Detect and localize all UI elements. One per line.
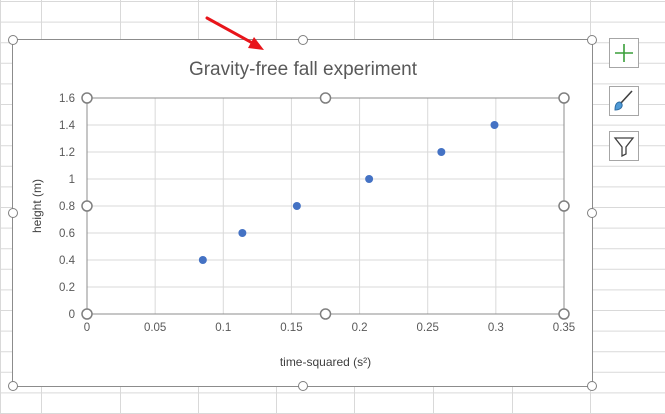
chart-elements-button[interactable] <box>609 38 639 68</box>
x-tick-label: 0.15 <box>280 322 302 334</box>
data-series[interactable] <box>198 121 499 264</box>
plot-resize-handle[interactable] <box>319 308 332 320</box>
plot-resize-handle[interactable] <box>319 92 332 104</box>
data-point[interactable] <box>437 148 446 156</box>
x-tick-label: 0.1 <box>215 322 231 334</box>
y-tick-label: 1 <box>69 174 75 186</box>
resize-handle-top-right[interactable] <box>587 35 597 45</box>
chart-filters-button[interactable] <box>609 131 639 161</box>
y-tick-label: 0 <box>69 309 75 321</box>
x-tick-label: 0.3 <box>488 322 504 334</box>
resize-handle-bottom[interactable] <box>297 381 308 391</box>
plot-resize-handle[interactable] <box>81 200 93 212</box>
y-tick-label: 0.2 <box>59 282 75 294</box>
plus-icon <box>615 44 633 62</box>
chart-styles-button[interactable] <box>609 86 639 116</box>
data-point[interactable] <box>292 202 301 210</box>
plot-resize-handle[interactable] <box>558 92 570 104</box>
data-point[interactable] <box>198 256 207 264</box>
y-tick-label: 1.4 <box>59 120 76 132</box>
y-axis-label[interactable]: height (m) <box>30 179 44 233</box>
data-point[interactable] <box>238 229 247 237</box>
y-tick-label: 0.4 <box>59 255 76 267</box>
resize-handle-left[interactable] <box>8 208 18 218</box>
filter-icon <box>613 137 635 157</box>
y-tick-label: 0.6 <box>59 228 75 240</box>
x-axis-label[interactable]: time-squared (s²) <box>280 355 371 369</box>
y-tick-label: 1.2 <box>59 147 75 159</box>
plot-area-handles[interactable] <box>81 92 570 320</box>
chart-title[interactable]: Gravity-free fall experiment <box>189 59 418 80</box>
x-tick-label: 0.05 <box>144 322 166 334</box>
data-point[interactable] <box>490 121 499 129</box>
x-tick-label: 0.25 <box>417 322 439 334</box>
resize-handle-bottom-left[interactable] <box>8 381 18 391</box>
x-tick-label: 0.2 <box>352 322 368 334</box>
x-tick-label: 0.35 <box>553 322 575 334</box>
resize-handle-bottom-right[interactable] <box>587 381 597 391</box>
x-tick-label: 0 <box>84 322 90 334</box>
plot-resize-handle[interactable] <box>558 200 570 212</box>
resize-handle-right[interactable] <box>587 208 597 218</box>
data-point[interactable] <box>365 175 374 183</box>
axis-ticks: 0 0.05 0.1 0.15 0.2 0.25 0.3 0.35 0 0.2 0.4 0.6 0.8 1… <box>59 93 575 334</box>
gridlines <box>86 97 565 315</box>
y-tick-label: 0.8 <box>59 201 75 213</box>
chart-svg: Gravity-free fall experiment 0 0.05 0.1 0.1… <box>30 59 575 369</box>
resize-handle-top[interactable] <box>297 35 308 45</box>
plot-resize-handle[interactable] <box>81 92 93 104</box>
plot-resize-handle[interactable] <box>558 308 570 320</box>
plot-resize-handle[interactable] <box>81 308 93 320</box>
brush-icon <box>614 90 633 111</box>
y-tick-label: 1.6 <box>59 93 75 105</box>
resize-handle-top-left[interactable] <box>8 35 18 45</box>
chart-area[interactable]: Gravity-free fall experiment 0 0.05 0.1 0.1… <box>8 35 597 391</box>
